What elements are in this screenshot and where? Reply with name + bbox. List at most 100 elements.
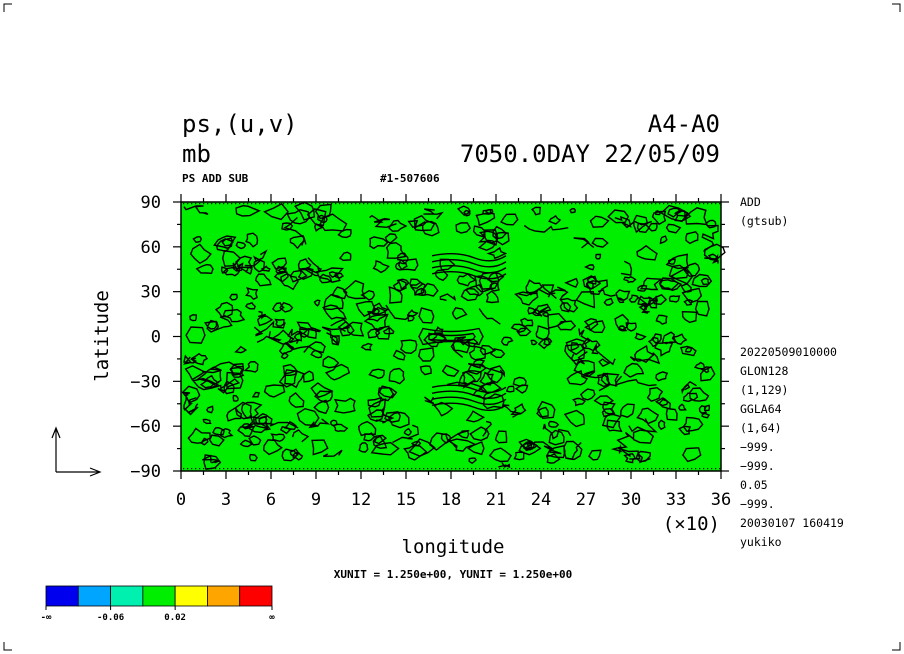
edge-dot	[671, 468, 673, 470]
contour-line	[629, 352, 661, 365]
contour-line	[564, 277, 579, 289]
contour-line	[685, 231, 699, 245]
edge-dot	[367, 203, 369, 205]
contour-line	[183, 205, 209, 215]
contour-line	[563, 409, 585, 428]
edge-dot	[279, 203, 281, 205]
edge-dot	[475, 468, 477, 470]
contour-line	[681, 310, 698, 324]
edge-dot	[399, 468, 401, 470]
x-tick-label: 21	[486, 490, 506, 510]
edge-dot	[539, 468, 541, 470]
edge-dot	[407, 203, 409, 205]
contour-line	[283, 216, 307, 246]
edge-dot	[439, 203, 441, 205]
contour-line	[346, 321, 365, 337]
contour-line	[213, 316, 233, 332]
edge-dot	[479, 203, 481, 205]
edge-dot	[259, 468, 261, 470]
edge-dot	[279, 468, 281, 470]
edge-dot	[283, 468, 285, 470]
contour-line	[367, 327, 381, 339]
contour-line	[286, 209, 311, 225]
contour-line	[603, 297, 614, 306]
contour-line	[240, 401, 263, 419]
edge-dot	[575, 203, 577, 205]
contour-line	[339, 324, 355, 337]
contour-line	[614, 215, 653, 229]
contour-line	[691, 273, 713, 288]
contour-line	[667, 258, 676, 265]
edge-dot	[391, 468, 393, 470]
contour-line	[234, 345, 248, 354]
contour-line	[271, 257, 288, 270]
edge-dot	[335, 203, 337, 205]
contour-line	[490, 348, 506, 358]
contour-line	[332, 423, 349, 433]
edge-dot	[243, 203, 245, 205]
edge-dot	[323, 468, 325, 470]
contour-line	[563, 440, 583, 461]
edge-dot	[371, 203, 373, 205]
contour-line	[623, 362, 645, 378]
contour-line	[202, 418, 212, 425]
contour-line	[701, 224, 719, 252]
contour-line	[388, 367, 406, 385]
contour-line	[248, 453, 258, 462]
x-tick-label: 30	[621, 490, 641, 510]
contour-line	[545, 453, 561, 464]
edge-dot	[715, 203, 717, 205]
contour-line	[363, 432, 377, 442]
x-tick-label: 18	[441, 490, 461, 510]
contour-line	[461, 370, 482, 386]
contour-line	[244, 414, 256, 430]
edge-dot	[675, 203, 677, 205]
contour-line	[688, 387, 710, 402]
contour-line	[510, 323, 528, 333]
edge-dot	[675, 468, 677, 470]
chart-model: A4-A0	[648, 110, 720, 138]
contour-line	[191, 377, 220, 391]
edge-dot	[651, 203, 653, 205]
contour-line	[212, 426, 226, 436]
edge-dot	[495, 468, 497, 470]
contour-line	[392, 279, 407, 293]
edge-dot	[611, 203, 613, 205]
contour-line	[654, 341, 674, 357]
contour-line	[522, 441, 562, 455]
edge-dot	[359, 468, 361, 470]
contour-line	[446, 429, 470, 448]
edge-dot	[227, 468, 229, 470]
contour-line	[694, 300, 710, 317]
contour-line	[607, 209, 630, 224]
axis-ticks	[173, 194, 729, 479]
contour-line	[369, 214, 397, 229]
edge-dot	[303, 468, 305, 470]
contour-line	[319, 213, 348, 232]
contour-line	[296, 407, 320, 427]
edge-dot	[631, 203, 633, 205]
contour-line	[324, 363, 351, 381]
contour-line	[456, 205, 471, 217]
edge-dot	[607, 203, 609, 205]
chart-variable: ps,(u,v)	[182, 110, 298, 138]
edge-dot	[647, 203, 649, 205]
contour-line	[546, 444, 566, 459]
contour-line	[374, 325, 391, 340]
edge-dot	[331, 203, 333, 205]
contour-line	[403, 427, 412, 437]
contour-line	[282, 363, 298, 376]
contour-line	[700, 277, 710, 286]
contour-line	[331, 286, 348, 300]
contour-line	[573, 237, 595, 249]
contour-line	[683, 299, 693, 306]
edge-dot	[471, 468, 473, 470]
contour-line	[423, 332, 448, 348]
colorbar-swatch	[45, 585, 79, 607]
y-tick-label: 0	[151, 328, 161, 348]
contour-line	[468, 345, 487, 361]
contour-line	[248, 435, 262, 446]
contour-feature	[431, 259, 507, 268]
edge-dot	[379, 468, 381, 470]
colorbar-swatch	[207, 585, 241, 607]
